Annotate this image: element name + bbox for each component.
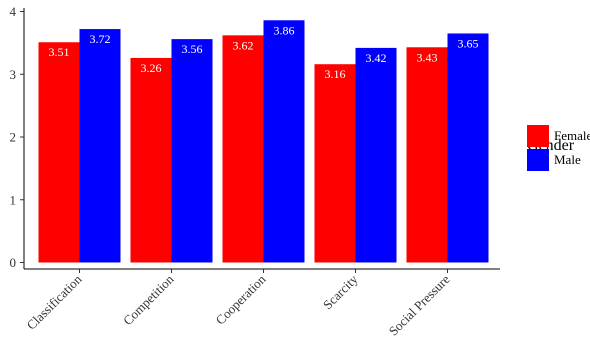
data-label: 3.56: [182, 42, 203, 56]
bar-female: [406, 47, 448, 263]
bar-male: [355, 47, 397, 263]
bar-male: [171, 39, 213, 263]
y-tick-label: 0: [10, 255, 17, 270]
plot-area: 3.51 3.72 3.26 3.56 3.62 3.86 3.16 3.42 3.43 3.65: [38, 20, 489, 263]
legend-label-female: Female: [554, 128, 590, 143]
data-label: 3.26: [141, 61, 162, 75]
y-tick-label: 4: [10, 4, 17, 19]
data-label: 3.62: [233, 38, 254, 52]
y-ticks: 0 1 2 3 4: [10, 4, 24, 270]
x-tick-label: Scarcity: [320, 271, 361, 312]
legend-swatch-male: [527, 149, 549, 171]
legend-swatch-female: [527, 125, 549, 147]
data-label: 3.16: [325, 67, 346, 81]
data-label: 3.65: [458, 36, 479, 50]
legend-label-male: Male: [554, 152, 581, 167]
bar-female: [130, 57, 172, 263]
x-tick-label: Cooperation: [213, 271, 269, 327]
data-label: 3.72: [90, 32, 111, 46]
data-label: 3.86: [274, 23, 295, 37]
x-ticks: Classification Competition Cooperation Scar…: [23, 269, 453, 339]
y-tick-label: 2: [10, 130, 17, 145]
legend: Gender Female Male: [527, 125, 590, 171]
bar-male: [447, 33, 489, 263]
data-label: 3.42: [366, 51, 387, 65]
y-tick-label: 3: [10, 67, 17, 82]
x-tick-label: Social Pressure: [386, 271, 453, 338]
bar-male: [263, 20, 305, 263]
axes: [23, 8, 500, 270]
bar-male: [79, 29, 121, 263]
y-tick-label: 1: [10, 192, 17, 207]
data-label: 3.43: [417, 50, 438, 64]
x-tick-label: Competition: [120, 271, 177, 328]
bar-female: [314, 64, 356, 263]
bar-female: [222, 35, 264, 263]
x-tick-label: Classification: [23, 271, 85, 333]
data-label: 3.51: [49, 45, 70, 59]
bar-female: [38, 42, 80, 263]
